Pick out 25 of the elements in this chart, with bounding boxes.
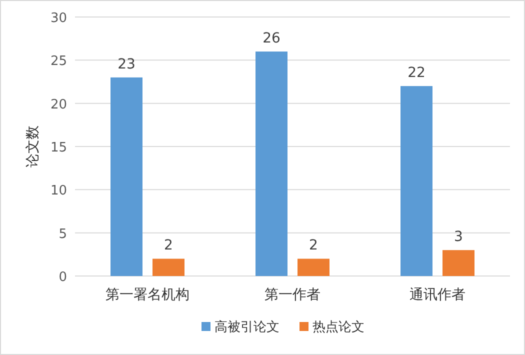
data-label: 23 bbox=[118, 56, 136, 72]
y-tick-label: 5 bbox=[58, 226, 67, 242]
data-label: 22 bbox=[408, 65, 426, 82]
y-tick-label: 20 bbox=[50, 97, 67, 112]
y-tick-label: 25 bbox=[50, 54, 67, 70]
data-label: 26 bbox=[262, 30, 280, 47]
y-tick-label: 0 bbox=[58, 270, 67, 285]
bar bbox=[442, 250, 474, 276]
y-tick-label: 10 bbox=[50, 184, 67, 199]
y-tick-label: 15 bbox=[50, 140, 67, 156]
bar bbox=[152, 258, 184, 276]
x-tick-label: 第一署名机构 bbox=[106, 287, 190, 303]
data-label: 3 bbox=[454, 229, 463, 246]
y-axis-title: 论文数 bbox=[25, 126, 41, 168]
bar bbox=[298, 258, 330, 276]
x-tick-label: 通讯作者 bbox=[410, 287, 466, 303]
legend-label: 热点论文 bbox=[312, 320, 364, 335]
y-tick-label: 30 bbox=[50, 11, 67, 26]
data-label: 2 bbox=[164, 238, 173, 254]
x-tick-label: 第一作者 bbox=[264, 287, 320, 303]
data-label: 2 bbox=[309, 238, 318, 254]
bar bbox=[256, 52, 288, 276]
bar bbox=[110, 77, 142, 276]
bar bbox=[400, 86, 432, 276]
legend-label: 高被引论文 bbox=[214, 319, 280, 335]
